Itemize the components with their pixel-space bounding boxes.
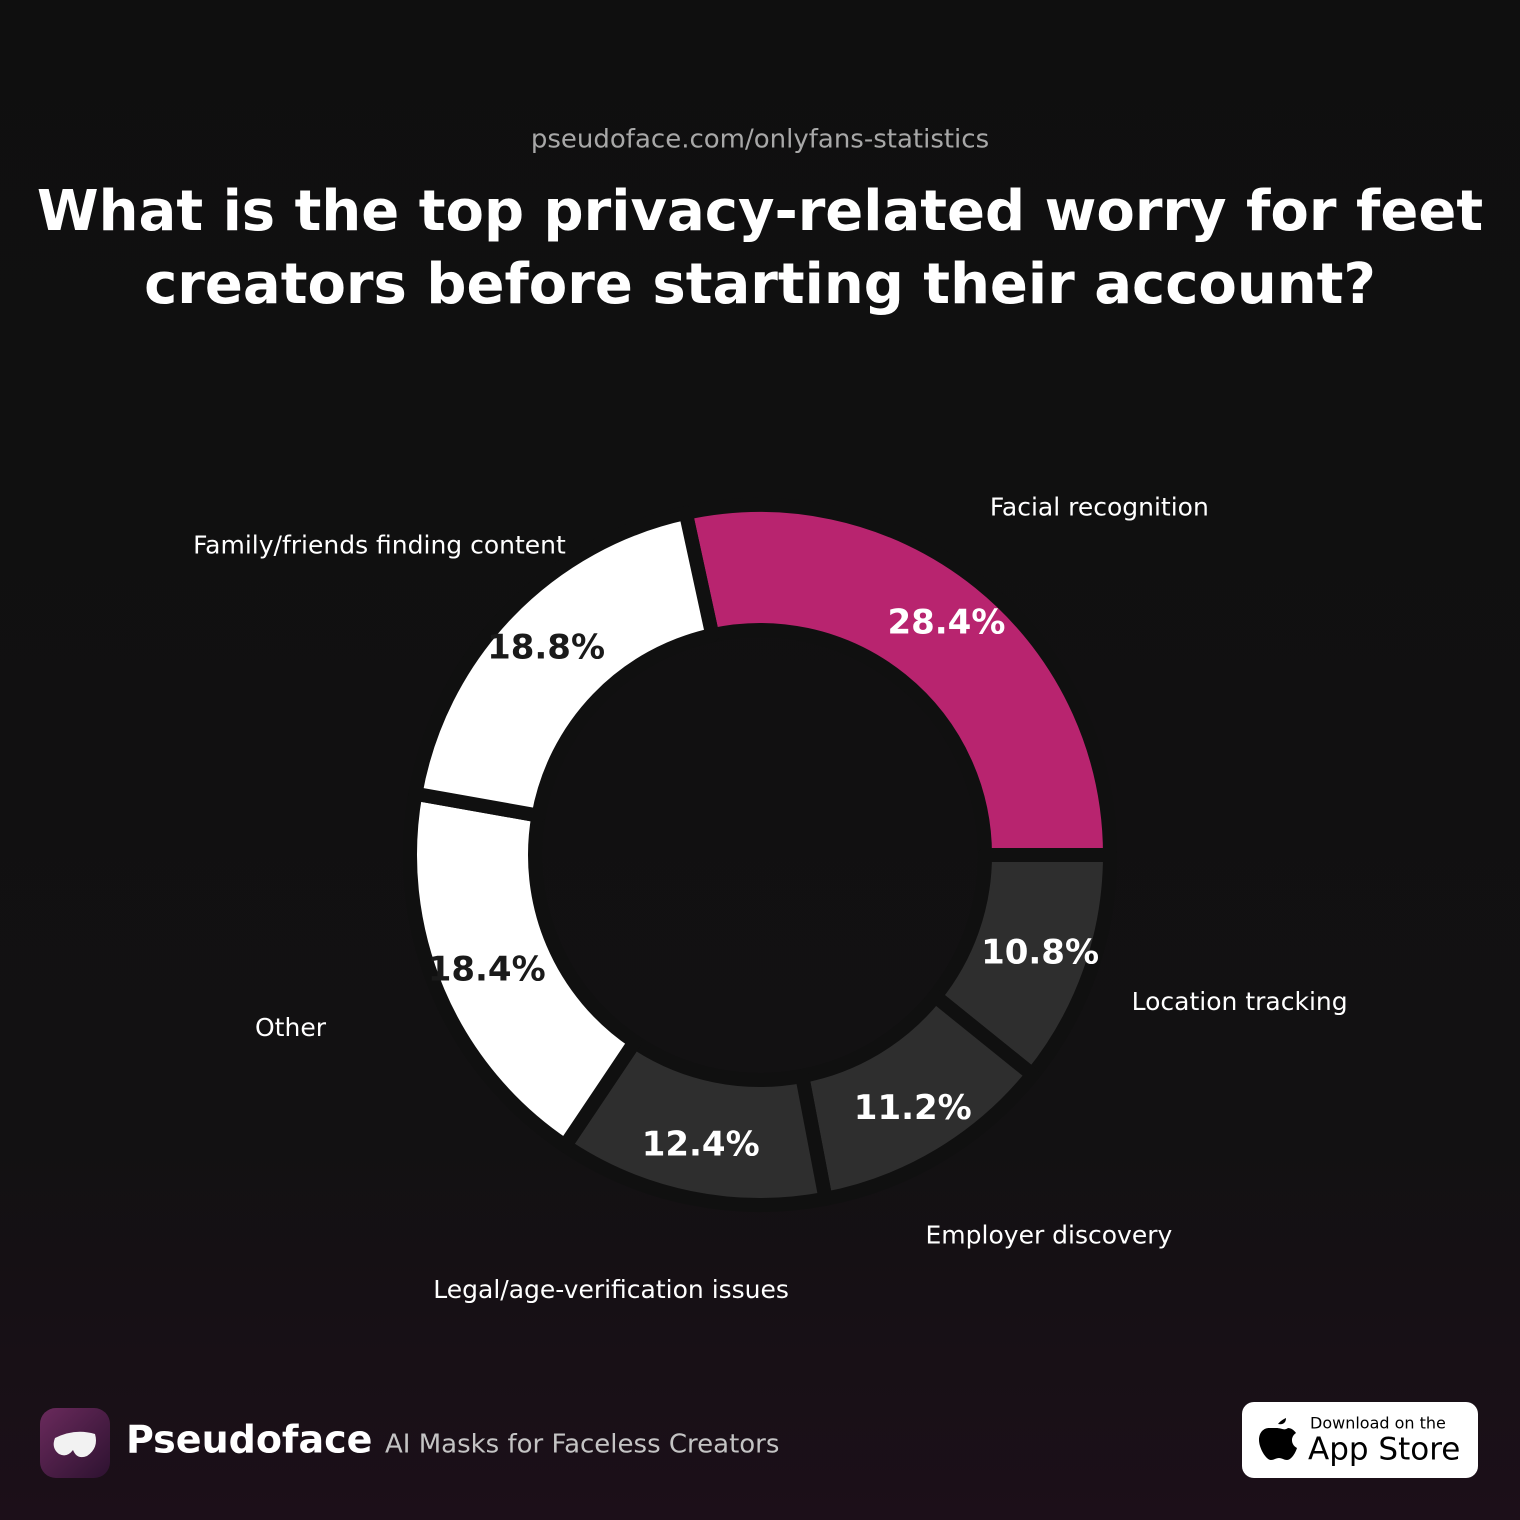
category-label: Location tracking [1132,987,1348,1016]
donut-segment [408,505,720,823]
category-label: Legal/age-verification issues [433,1275,789,1304]
badge-small: Download on the [1310,1414,1446,1433]
donut-segment [403,786,642,1153]
app-store-badge[interactable] [1242,1402,1478,1478]
value-label: 12.4% [642,1125,760,1165]
footer: Pseudoface AI Masks for Faceless Creator… [40,1402,1478,1478]
brand: Pseudoface [126,1418,372,1462]
value-label: 18.4% [428,950,546,990]
apple-logo [1259,1418,1297,1460]
value-label: 10.8% [981,932,1099,972]
donut: 28.4% Facial recognition 10.8% Location tra… [193,493,1348,1304]
value-label: 28.4% [887,602,1005,642]
source: pseudoface.com/onlyfans-statistics [531,125,989,155]
tagline: AI Masks for Faceless Creators [385,1430,779,1460]
category-label: Employer discovery [926,1221,1173,1250]
category-label: Family/friends finding content [193,530,566,559]
chart-title: What is the top privacy-related worry fo… [37,179,1483,244]
category-label: Facial recognition [990,493,1209,522]
mask-icon [53,1431,96,1458]
category-label: Other [255,1013,327,1042]
chart-title: creators before starting their account? [144,252,1376,317]
badge-large: App Store [1308,1432,1460,1468]
value-label: 11.2% [854,1088,972,1128]
donut-segment [678,498,1117,862]
value-label: 18.8% [487,627,605,667]
